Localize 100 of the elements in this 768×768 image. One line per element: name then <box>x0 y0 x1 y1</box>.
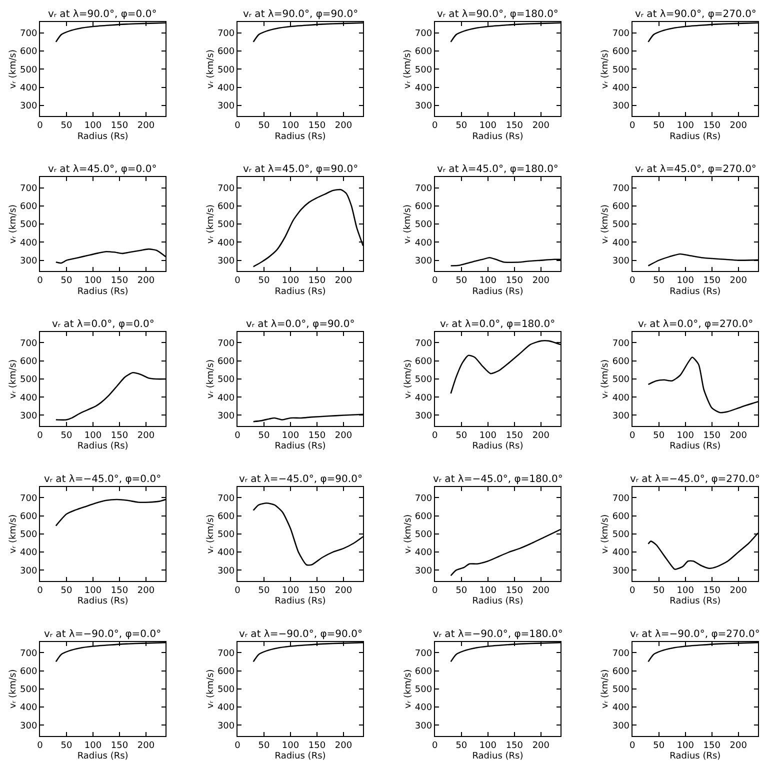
y-tick-label: 300 <box>612 566 630 576</box>
y-axis-title: vᵣ (km/s) <box>403 204 414 244</box>
x-tick-label: 50 <box>60 586 73 596</box>
x-tick-label: 150 <box>703 121 721 132</box>
y-tick-label: 400 <box>612 548 630 558</box>
y-tick-label: 400 <box>217 393 235 404</box>
y-tick-label: 400 <box>20 83 38 94</box>
x-tick-label: 150 <box>506 430 524 441</box>
x-tick-label: 200 <box>137 276 155 286</box>
y-tick-label: 500 <box>217 65 235 76</box>
y-axis-title: vᵣ (km/s) <box>8 204 18 244</box>
y-tick-label: 300 <box>414 721 432 732</box>
x-axis-title: Radius (Rs) <box>472 442 524 452</box>
y-axis-title: vᵣ (km/s) <box>403 514 414 554</box>
y-axis-title: vᵣ (km/s) <box>8 359 18 399</box>
y-tick-label: 300 <box>414 256 432 266</box>
y-tick-label: 300 <box>217 102 235 112</box>
y-tick-label: 400 <box>217 238 235 248</box>
y-tick-label: 500 <box>414 530 432 540</box>
y-tick-label: 400 <box>612 238 630 248</box>
y-tick-label: 500 <box>217 220 235 230</box>
x-tick-label: 50 <box>60 276 73 286</box>
x-axis-title: Radius (Rs) <box>77 752 128 762</box>
x-axis-title: Radius (Rs) <box>77 442 128 452</box>
x-tick-label: 150 <box>506 121 524 132</box>
y-axis-title: vᵣ (km/s) <box>8 50 18 89</box>
y-tick-label: 500 <box>612 65 630 76</box>
x-tick-label: 50 <box>60 740 73 751</box>
x-tick-label: 200 <box>730 430 748 441</box>
y-tick-label: 500 <box>612 685 630 696</box>
x-tick-label: 0 <box>37 121 44 132</box>
x-tick-label: 150 <box>110 430 128 441</box>
y-tick-label: 700 <box>20 184 38 194</box>
y-tick-label: 300 <box>217 566 235 576</box>
y-tick-label: 300 <box>612 102 630 112</box>
x-tick-label: 100 <box>84 430 102 441</box>
y-tick-label: 300 <box>20 721 38 732</box>
x-tick-label: 0 <box>432 121 438 132</box>
y-tick-label: 700 <box>414 648 432 659</box>
x-tick-label: 100 <box>676 586 694 596</box>
y-tick-label: 400 <box>414 548 432 558</box>
y-tick-label: 700 <box>217 648 235 659</box>
x-axis-title: Radius (Rs) <box>670 752 721 762</box>
x-tick-label: 50 <box>456 430 468 441</box>
x-tick-label: 50 <box>653 740 665 751</box>
y-tick-label: 300 <box>20 102 38 112</box>
y-tick-label: 700 <box>612 338 630 349</box>
x-tick-label: 200 <box>532 740 550 751</box>
y-tick-label: 600 <box>20 47 38 58</box>
y-tick-label: 300 <box>20 411 38 422</box>
y-tick-label: 500 <box>217 375 235 386</box>
y-tick-label: 700 <box>414 184 432 194</box>
y-axis-title: vᵣ (km/s) <box>600 50 611 89</box>
y-tick-label: 400 <box>20 548 38 558</box>
x-axis-title: Radius (Rs) <box>274 286 326 297</box>
x-tick-label: 150 <box>110 740 128 751</box>
y-tick-label: 300 <box>612 721 630 732</box>
x-tick-label: 100 <box>479 276 497 286</box>
y-tick-label: 400 <box>20 703 38 714</box>
y-tick-label: 300 <box>612 411 630 422</box>
x-tick-label: 50 <box>60 121 73 132</box>
y-tick-label: 700 <box>217 184 235 194</box>
chart-title: vᵣ at λ=0.0°, φ=90.0° <box>246 319 355 330</box>
chart-title: vᵣ at λ=90.0°, φ=270.0° <box>635 9 756 20</box>
y-axis-title: vᵣ (km/s) <box>8 514 18 554</box>
x-tick-label: 150 <box>308 121 326 132</box>
y-tick-label: 300 <box>414 102 432 112</box>
y-tick-label: 600 <box>414 666 432 677</box>
x-tick-label: 150 <box>703 740 721 751</box>
x-axis-title: Radius (Rs) <box>472 596 524 607</box>
y-tick-label: 300 <box>217 411 235 422</box>
y-axis-title: vᵣ (km/s) <box>206 204 216 244</box>
x-tick-label: 100 <box>84 740 102 751</box>
y-tick-label: 300 <box>414 411 432 422</box>
x-tick-label: 200 <box>137 121 155 132</box>
x-tick-label: 0 <box>629 586 636 596</box>
x-tick-label: 0 <box>37 740 44 751</box>
x-tick-label: 200 <box>730 740 748 751</box>
y-tick-label: 500 <box>20 375 38 386</box>
x-tick-label: 200 <box>334 121 352 132</box>
x-tick-label: 100 <box>282 430 300 441</box>
y-tick-label: 400 <box>414 393 432 404</box>
y-tick-label: 400 <box>217 548 235 558</box>
x-tick-label: 100 <box>676 276 694 286</box>
x-tick-label: 0 <box>432 430 438 441</box>
chart-title: vᵣ at λ=45.0°, φ=0.0° <box>48 164 157 175</box>
chart-title: vᵣ at λ=0.0°, φ=180.0° <box>440 319 556 330</box>
y-tick-label: 700 <box>217 494 235 504</box>
x-tick-label: 50 <box>653 121 665 132</box>
chart-title: vᵣ at λ=−45.0°, φ=270.0° <box>630 474 760 485</box>
x-tick-label: 0 <box>629 430 636 441</box>
y-axis-title: vᵣ (km/s) <box>600 204 611 244</box>
x-tick-label: 100 <box>84 276 102 286</box>
x-tick-label: 50 <box>258 586 270 596</box>
x-axis-title: Radius (Rs) <box>472 132 524 142</box>
y-tick-label: 700 <box>612 648 630 659</box>
y-tick-label: 600 <box>414 512 432 522</box>
y-tick-label: 700 <box>414 338 432 349</box>
y-tick-label: 600 <box>217 512 235 522</box>
x-tick-label: 150 <box>308 276 326 286</box>
